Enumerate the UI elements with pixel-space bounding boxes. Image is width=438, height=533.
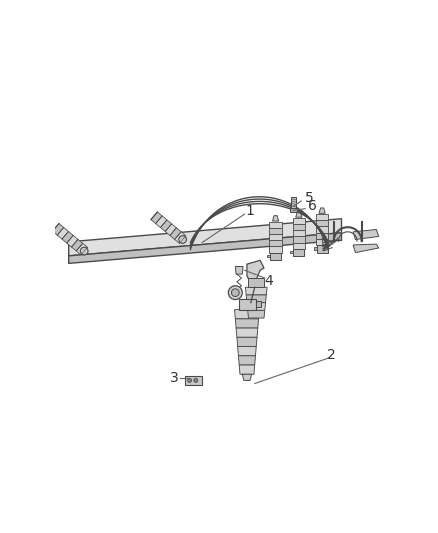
Polygon shape: [239, 365, 255, 374]
Text: 6: 6: [308, 199, 317, 213]
Circle shape: [231, 289, 239, 296]
Polygon shape: [185, 376, 202, 385]
Polygon shape: [256, 301, 261, 308]
Circle shape: [80, 247, 88, 255]
Circle shape: [228, 286, 242, 300]
Polygon shape: [237, 337, 257, 346]
Polygon shape: [296, 212, 302, 217]
Polygon shape: [291, 197, 296, 208]
Polygon shape: [155, 216, 167, 228]
Polygon shape: [353, 244, 379, 253]
Polygon shape: [290, 251, 293, 253]
Polygon shape: [316, 220, 328, 227]
Polygon shape: [270, 253, 281, 260]
Polygon shape: [76, 243, 88, 255]
Polygon shape: [248, 278, 264, 287]
Polygon shape: [293, 224, 305, 230]
Polygon shape: [267, 255, 270, 257]
Text: 4: 4: [264, 274, 273, 288]
Polygon shape: [67, 236, 78, 247]
Text: 2: 2: [327, 348, 336, 362]
Polygon shape: [269, 234, 282, 240]
Polygon shape: [238, 356, 255, 365]
Polygon shape: [170, 228, 181, 239]
Polygon shape: [290, 208, 297, 212]
Polygon shape: [235, 310, 259, 319]
Polygon shape: [246, 295, 266, 303]
Polygon shape: [71, 239, 83, 251]
Polygon shape: [269, 228, 282, 234]
Polygon shape: [235, 266, 243, 274]
Polygon shape: [316, 214, 328, 220]
Polygon shape: [62, 231, 73, 243]
Polygon shape: [57, 228, 68, 239]
Polygon shape: [319, 208, 325, 213]
Polygon shape: [236, 328, 258, 337]
Text: 3: 3: [170, 371, 178, 385]
Circle shape: [194, 378, 198, 382]
Polygon shape: [242, 374, 251, 381]
Polygon shape: [151, 212, 162, 223]
Polygon shape: [293, 237, 305, 243]
Polygon shape: [316, 239, 328, 245]
Polygon shape: [293, 218, 305, 224]
Polygon shape: [293, 249, 304, 256]
Polygon shape: [317, 245, 328, 253]
Polygon shape: [353, 230, 379, 239]
Polygon shape: [239, 299, 256, 310]
Polygon shape: [248, 310, 265, 318]
Polygon shape: [175, 232, 186, 244]
Polygon shape: [314, 247, 317, 249]
Circle shape: [187, 378, 191, 382]
Polygon shape: [247, 260, 264, 282]
Polygon shape: [293, 243, 305, 249]
Polygon shape: [53, 223, 64, 235]
Polygon shape: [269, 222, 282, 228]
Polygon shape: [247, 303, 265, 310]
Polygon shape: [165, 224, 177, 236]
Polygon shape: [160, 220, 172, 231]
Polygon shape: [238, 346, 256, 356]
Polygon shape: [293, 230, 305, 237]
Text: 1: 1: [246, 204, 254, 218]
Polygon shape: [69, 219, 342, 256]
Circle shape: [179, 236, 187, 244]
Polygon shape: [269, 246, 282, 253]
Polygon shape: [235, 319, 258, 328]
Polygon shape: [245, 287, 267, 295]
Polygon shape: [269, 240, 282, 246]
Polygon shape: [69, 233, 342, 263]
Text: 5: 5: [304, 191, 313, 205]
Polygon shape: [316, 227, 328, 232]
Polygon shape: [272, 216, 279, 221]
Polygon shape: [316, 232, 328, 239]
